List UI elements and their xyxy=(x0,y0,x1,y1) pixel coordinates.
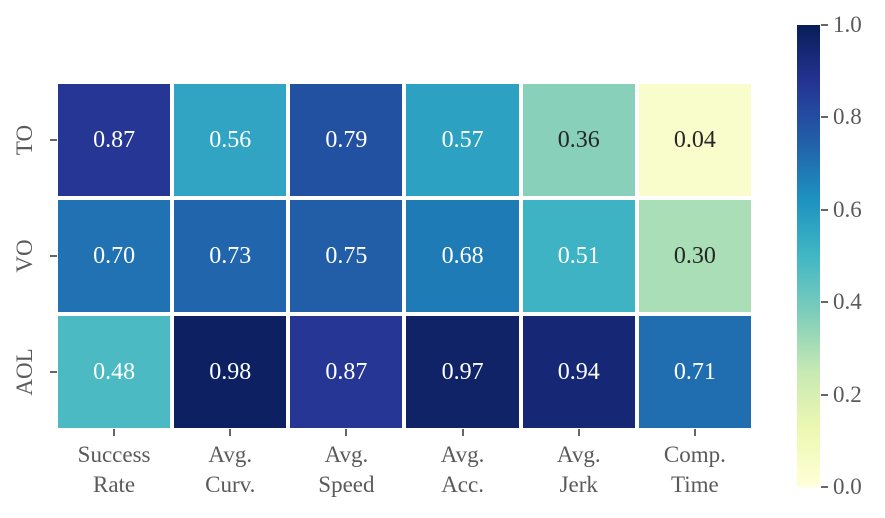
y-tick xyxy=(50,371,57,373)
colorbar-tick xyxy=(821,486,828,488)
heatmap-cell-AOL-3: 0.87 xyxy=(290,316,403,428)
heatmap-cell-VO-3: 0.75 xyxy=(290,200,403,312)
colorbar-tick-label-1.0: 1.0 xyxy=(833,12,862,37)
x-tick xyxy=(229,429,232,436)
x-tick-label-6: Comp. Time xyxy=(663,442,726,497)
colorbar-tick xyxy=(821,24,828,26)
y-tick xyxy=(50,139,57,141)
x-tick-label-2: Avg. Curv. xyxy=(205,442,256,497)
colorbar-tick-label-0.0: 0.0 xyxy=(833,474,862,499)
heatmap-cell-VO-4: 0.68 xyxy=(406,200,519,312)
x-tick xyxy=(577,429,580,436)
heatmap-cell-VO-5: 0.51 xyxy=(522,200,635,312)
colorbar-tick xyxy=(821,393,828,396)
y-tick-label-TO: TO xyxy=(12,124,37,156)
x-tick-label-1: Success Rate xyxy=(77,442,151,497)
colorbar-tick-label-0.6: 0.6 xyxy=(833,196,862,222)
y-tick-label-AOL: AOL xyxy=(12,348,37,396)
x-tick xyxy=(113,429,116,436)
heatmap-grid: 0.87 0.56 0.79 0.57 0.36 0.04 0.70 0.73 0.75 0.68… xyxy=(58,84,751,428)
x-tick-label-5: Avg. Jerk xyxy=(556,442,601,497)
heatmap-cell-VO-2: 0.73 xyxy=(174,200,287,312)
colorbar-tick-label-0.8: 0.8 xyxy=(833,104,862,130)
heatmap-cell-VO-1: 0.70 xyxy=(58,200,171,312)
colorbar-tick xyxy=(821,116,828,119)
colorbar-tick xyxy=(821,208,828,211)
heatmap-cell-TO-3: 0.79 xyxy=(290,84,403,196)
y-tick-label-VO: VO xyxy=(12,239,37,273)
heatmap-cell-AOL-6: 0.71 xyxy=(638,316,751,428)
x-tick-label-4: Avg. Acc. xyxy=(440,442,485,497)
x-tick xyxy=(461,429,464,436)
heatmap-cell-VO-6: 0.30 xyxy=(638,200,751,312)
heatmap-cell-AOL-5: 0.94 xyxy=(522,316,635,428)
heatmap-cell-AOL-2: 0.98 xyxy=(174,316,287,428)
x-tick xyxy=(345,429,348,436)
heatmap-cell-TO-6: 0.04 xyxy=(638,84,751,196)
heatmap-cell-TO-5: 0.36 xyxy=(522,84,635,196)
heatmap-cell-AOL-1: 0.48 xyxy=(58,316,171,428)
colorbar-tick xyxy=(821,301,828,304)
y-tick xyxy=(50,255,57,257)
colorbar-tick-label-0.4: 0.4 xyxy=(833,289,862,315)
colorbar xyxy=(797,25,820,487)
x-tick-label-3: Avg. Speed xyxy=(318,442,375,497)
heatmap-cell-AOL-4: 0.97 xyxy=(406,316,519,428)
heatmap-cell-TO-2: 0.56 xyxy=(174,84,287,196)
heatmap-cell-TO-1: 0.87 xyxy=(58,84,171,196)
colorbar-tick-label-0.2: 0.2 xyxy=(833,381,862,407)
x-tick xyxy=(693,429,696,436)
heatmap-cell-TO-4: 0.57 xyxy=(406,84,519,196)
